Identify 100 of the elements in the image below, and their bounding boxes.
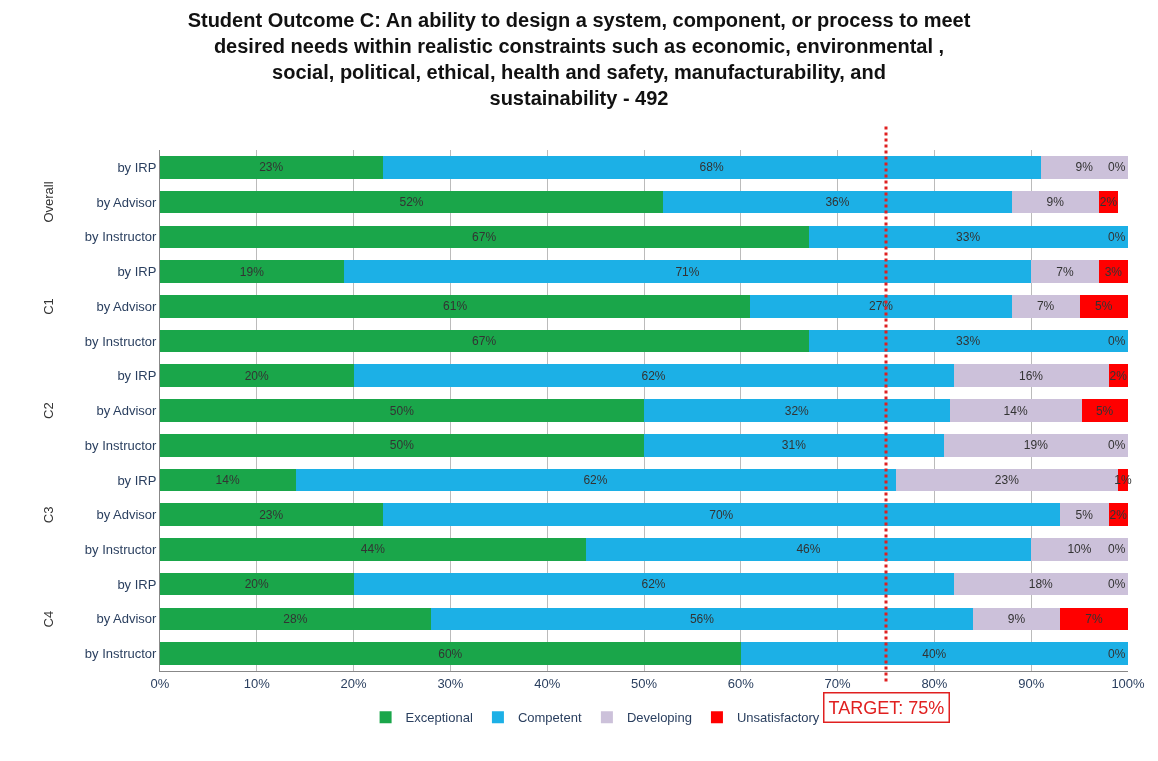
bar [382,503,1061,526]
bar [944,433,1128,457]
y-tick-label: by Advisor [96,194,158,210]
data-label: 16% [1019,368,1044,383]
y-tick-label: by IRP [117,264,157,280]
x-tick-label: 40% [534,675,561,691]
legend-label: Developing [626,710,692,726]
bar [160,364,354,388]
legend-label: Competent [517,710,582,726]
data-label: 62% [583,472,608,487]
bar [1011,295,1080,318]
x-tick-label: 90% [1018,675,1045,691]
data-label: 19% [1023,438,1049,453]
data-label: 0% [1108,542,1126,556]
data-label: 2% [1099,195,1118,210]
data-label: 0% [1108,577,1126,591]
bar [953,364,1109,388]
legend-label: Exceptional [405,710,473,726]
data-label: 5% [1095,403,1114,418]
data-label: 62% [641,577,666,592]
x-tick-label: 50% [630,675,658,691]
data-label: 70% [709,507,734,522]
bar [1060,503,1109,526]
data-label: 40% [922,646,947,661]
bar [750,295,1012,318]
y-tick-label: by IRP [117,368,157,384]
data-label: 28% [283,611,308,626]
bar [808,329,1128,353]
x-tick-label: 0% [150,675,170,691]
x-tick-label: 30% [437,675,464,691]
bar [808,225,1128,249]
data-label: 61% [443,299,468,314]
data-label: 56% [689,611,715,626]
bar [160,399,644,422]
data-label: 50% [389,438,415,453]
x-tick-label: 70% [824,675,852,691]
text: C2 [41,402,56,419]
data-label: 7% [1036,299,1055,314]
data-label: 60% [438,646,463,661]
x-tick-label: 20% [340,675,368,691]
text: C4 [40,610,56,628]
x-tick-label: 100% [1111,675,1146,691]
data-label: 0% [1108,647,1126,661]
bar [953,572,1128,596]
data-label: 46% [796,542,821,557]
bar [431,607,974,631]
bar [949,399,1082,422]
bar [160,503,383,526]
data-label: 71% [675,264,700,279]
data-label: 23% [259,160,284,175]
data-label: 2% [1109,507,1128,522]
y-tick-label: by Advisor [96,611,158,627]
data-label: 3% [1104,264,1123,279]
bar [1011,190,1099,214]
bar [295,468,896,492]
x-tick-label: 10% [243,675,271,691]
y-tick-label: by IRP [117,576,157,592]
data-label: 23% [259,507,284,522]
bar [160,190,664,214]
data-label: 52% [399,195,424,210]
bar [160,538,586,561]
data-label: 9% [1075,160,1094,175]
bar [663,190,1012,214]
text: Overall [41,181,57,223]
bar [160,468,296,492]
data-label: 20% [244,577,269,592]
bar [353,364,954,388]
data-label: 7% [1085,611,1103,626]
text: C3 [40,506,56,524]
bar [740,642,1128,665]
bar [160,329,809,353]
data-label: 50% [389,403,415,418]
data-label: 14% [215,472,240,487]
data-label: 0% [1108,160,1126,174]
data-label: 62% [641,368,666,383]
bar [644,433,945,457]
bar [1079,295,1128,318]
data-label: 7% [1056,264,1074,279]
bar [1040,156,1128,179]
data-label: 9% [1046,195,1065,210]
data-label: 2% [1109,368,1128,383]
bar [160,433,644,457]
data-label: 5% [1075,507,1094,522]
bar [160,156,383,179]
bar [160,260,344,283]
y-tick-label: by Instructor [84,229,158,245]
ref-line-label: TARGET: 75% [828,697,945,718]
bar [1031,260,1099,283]
data-label: 36% [825,195,850,210]
y-tick-label: by Instructor [84,541,158,557]
bar [644,399,950,422]
bar [1060,607,1128,631]
y-tick-label: by IRP [117,472,157,488]
y-tick-label: by Advisor [96,507,158,523]
data-label: 0% [1108,438,1126,452]
data-label: 14% [1003,403,1028,418]
bar [160,295,751,318]
bar [353,572,954,596]
y-tick-label: by Instructor [84,333,158,349]
data-label: 9% [1007,611,1026,626]
